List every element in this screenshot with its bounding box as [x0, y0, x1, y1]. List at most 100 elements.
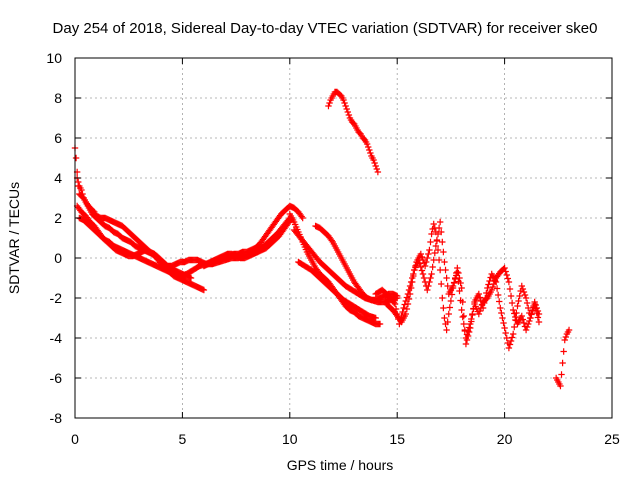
data-point-interp [403, 305, 411, 313]
data-point-interp [460, 320, 467, 328]
data-point [441, 314, 448, 322]
data-point [344, 108, 351, 116]
data-point [522, 326, 530, 334]
x-tick-label: 25 [604, 431, 620, 447]
data-point-interp [485, 281, 492, 288]
data-point [417, 250, 425, 258]
data-point [475, 290, 483, 298]
x-tick-labels: 0 5 10 15 20 25 [71, 431, 620, 447]
data-point [557, 382, 564, 390]
data-point [514, 302, 521, 310]
data-point-interp [405, 295, 413, 303]
data-point-interp [435, 224, 443, 232]
data-point-interp [371, 159, 378, 167]
y-tick-label: 6 [54, 130, 62, 146]
data-point [565, 326, 573, 334]
data-point-interp [341, 99, 348, 107]
data-point-interp [438, 228, 445, 236]
data-point-interp [562, 333, 570, 341]
data-point-interp [450, 279, 458, 286]
x-tick-label: 0 [71, 431, 79, 447]
data-point-interp [365, 143, 372, 151]
data-point-interp [508, 334, 516, 341]
data-point-interp [520, 319, 528, 327]
y-tick-labels: -8 -6 -4 -2 0 2 4 6 8 10 [46, 50, 62, 426]
data-point-interp [519, 285, 527, 293]
data-point-interp [491, 277, 499, 285]
data-point-interp [507, 292, 515, 300]
data-point-interp [427, 274, 434, 282]
data-point-interp [463, 331, 471, 338]
data-point-interp [494, 291, 502, 299]
data-point-interp [559, 359, 566, 367]
data-point [419, 270, 427, 278]
data-point [475, 310, 483, 318]
data-point-interp [496, 298, 503, 305]
x-tick-label: 5 [179, 431, 187, 447]
data-point-interp [490, 280, 498, 288]
data-point [535, 318, 543, 326]
data-point [406, 290, 414, 298]
data-point-interp [438, 280, 445, 288]
data-point-interp [469, 310, 476, 318]
data-point-interp [409, 278, 416, 286]
data-point-interp [433, 236, 441, 244]
data-point-interp [456, 274, 463, 282]
data-point-interp [506, 285, 514, 293]
data-point-interp [455, 278, 462, 285]
data-point [400, 304, 407, 312]
data-point [391, 300, 399, 308]
data-point [372, 162, 379, 170]
data-point-interp [512, 313, 519, 321]
data-point-interp [429, 263, 436, 271]
data-point [505, 278, 513, 286]
data-point-interp [440, 304, 447, 312]
data-point [394, 292, 401, 300]
data-point-interp [326, 99, 333, 107]
y-tick-label: -6 [50, 370, 63, 386]
data-point-interp [440, 248, 447, 256]
data-point-interp [418, 253, 426, 261]
data-point-interp [298, 213, 305, 220]
data-point-interp [515, 297, 522, 305]
y-tick-label: 0 [54, 250, 62, 266]
data-point [497, 304, 504, 312]
data-point [488, 286, 495, 294]
data-point-interp [523, 299, 531, 307]
data-point [428, 270, 435, 278]
data-point [531, 300, 538, 308]
data-point-interp [507, 337, 515, 345]
data-point-interp [460, 312, 467, 320]
data-point-interp [500, 319, 507, 327]
tick-marks [74, 57, 613, 419]
y-axis-label: SDTVAR / TECUs [6, 182, 22, 294]
data-point [518, 312, 525, 320]
data-point [72, 154, 80, 162]
y-tick-label: 2 [54, 210, 62, 226]
data-point-interp [431, 249, 438, 257]
data-point [505, 344, 513, 352]
data-point-interp [476, 294, 484, 301]
x-tick-label: 15 [389, 431, 405, 447]
data-point [372, 314, 379, 322]
data-point-interp [328, 237, 335, 244]
data-point-interp [477, 304, 485, 312]
data-point-interp [511, 310, 518, 317]
data-point [432, 242, 440, 250]
data-point-interp [533, 309, 541, 317]
data-point-interp [407, 284, 415, 292]
x-axis-label: GPS time / hours [287, 457, 394, 473]
data-point-interp [503, 334, 510, 342]
data-point [458, 306, 465, 314]
data-point-interp [444, 282, 451, 290]
data-point [462, 334, 470, 342]
data-point-interp [418, 267, 426, 274]
data-point [484, 284, 491, 292]
data-point-interp [434, 230, 442, 238]
data-point [340, 96, 347, 104]
data-point-interp [468, 315, 475, 323]
data-point-interp [476, 307, 484, 315]
data-point-interp [529, 307, 536, 315]
data-point [509, 306, 517, 314]
y-tick-label: 8 [54, 90, 62, 106]
